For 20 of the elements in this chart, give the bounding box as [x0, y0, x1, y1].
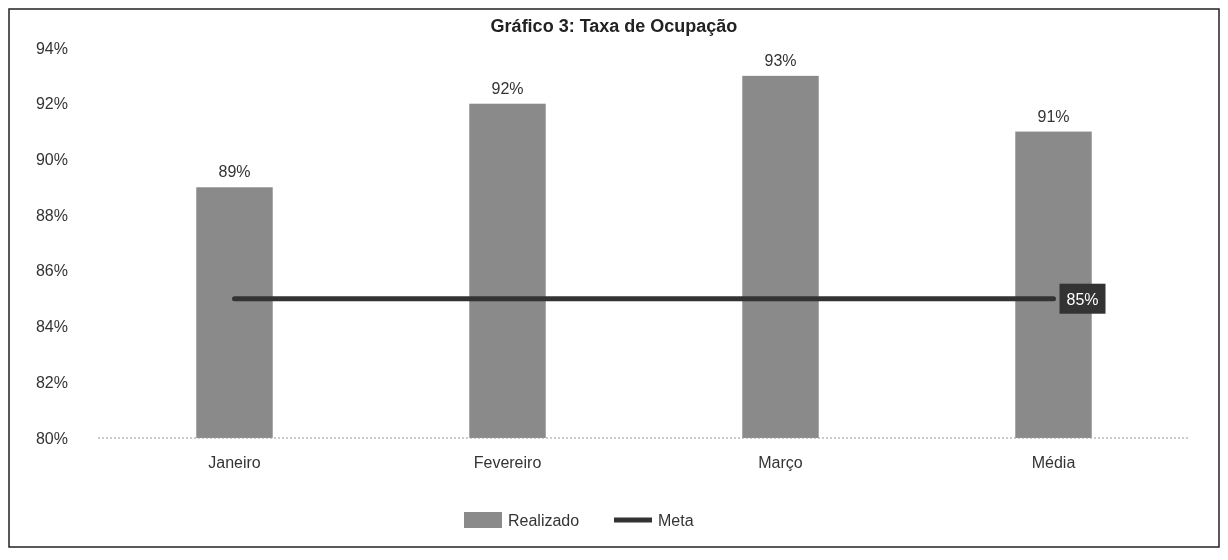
y-tick-label: 82%: [35, 373, 68, 391]
x-tick-label: Janeiro: [208, 454, 261, 471]
data-label: 85%: [1066, 290, 1099, 308]
y-tick-label: 90%: [35, 151, 68, 169]
data-label: 92%: [491, 79, 524, 97]
y-tick-label: 80%: [35, 429, 68, 447]
y-tick-label: 88%: [35, 206, 68, 224]
y-tick-label: 86%: [35, 262, 68, 280]
data-label: 89%: [218, 163, 251, 181]
y-tick-label: 92%: [35, 95, 68, 113]
x-tick-label: Média: [1031, 454, 1076, 471]
x-tick-label: Março: [758, 454, 803, 471]
chart-title: Gráfico 3: Taxa de Ocupação: [490, 16, 738, 36]
data-label: 93%: [764, 51, 797, 69]
data-label: 91%: [1037, 107, 1070, 125]
y-tick-label: 94%: [35, 39, 68, 57]
legend-label: Realizado: [508, 511, 580, 529]
legend-label: Meta: [658, 511, 694, 529]
x-tick-label: Fevereiro: [473, 454, 542, 471]
y-tick-label: 84%: [35, 318, 68, 336]
